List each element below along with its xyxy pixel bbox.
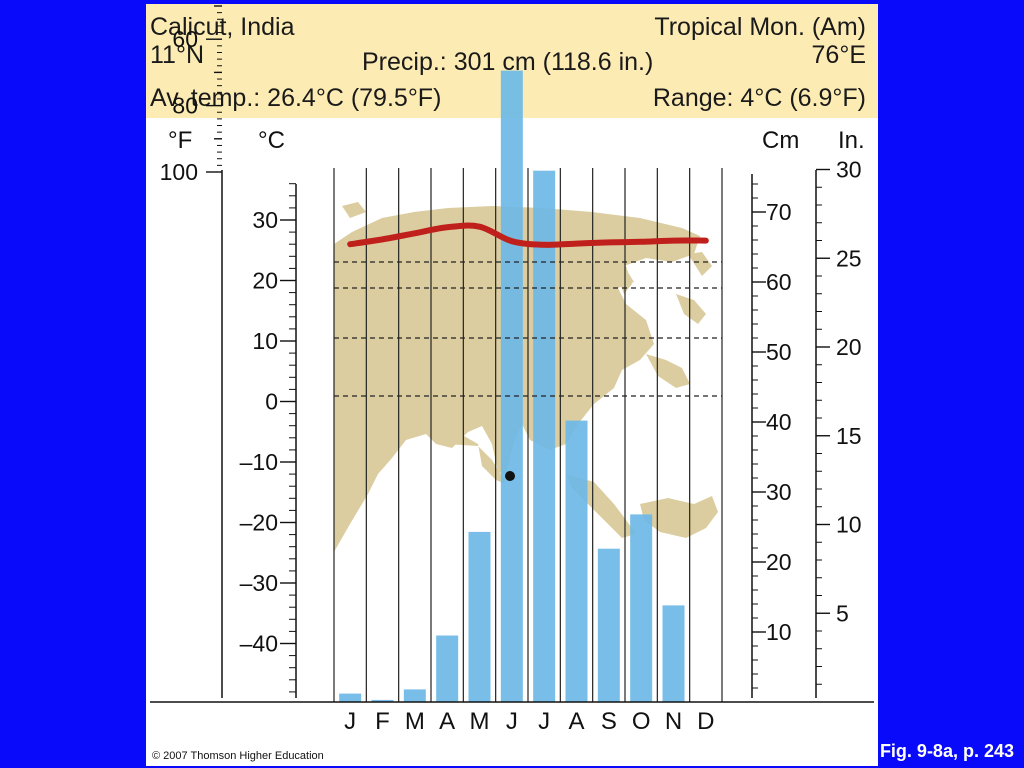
month-label-7: A (568, 708, 584, 735)
chart-axes (150, 5, 874, 703)
celsius-tick-label-0: 30 (252, 207, 278, 233)
fahrenheit-tick-label-2: 60 (172, 26, 198, 52)
climate-type-label: Tropical Mon. (Am) (654, 13, 866, 41)
inches-tick-label-3: 15 (836, 423, 862, 449)
month-label-8: S (601, 708, 617, 735)
celsius-unit-label: °C (258, 127, 285, 154)
celsius-tick-label-7: –40 (240, 631, 278, 657)
precip-bar-8 (597, 548, 620, 702)
precip-bar-4 (468, 531, 491, 702)
month-label-4: M (470, 708, 490, 735)
precip-bar-10 (662, 605, 685, 702)
precip-bar-3 (436, 635, 459, 702)
precip-bar-9 (630, 514, 653, 702)
precip-bar-1 (371, 699, 394, 702)
fahrenheit-tick-label-0: 100 (160, 159, 198, 185)
celsius-tick-label-2: 10 (252, 328, 278, 354)
inches-tick-label-2: 20 (836, 334, 862, 360)
celsius-tick-label-6: –30 (240, 570, 278, 596)
temperature-curve (347, 222, 709, 248)
station-name: Calicut, India (150, 13, 295, 41)
celsius-tick-label-1: 20 (252, 268, 278, 294)
copyright-notice: © 2007 Thomson Higher Education (152, 750, 324, 762)
asia-map-silhouette (334, 202, 718, 552)
axis-labels: JFMAMJJASOND°F100806040200–20–40°C302010… (160, 26, 865, 735)
cm-unit-label: Cm (762, 127, 799, 154)
precip-bar-6 (533, 170, 556, 702)
fahrenheit-unit-label: °F (168, 127, 192, 154)
precip-bars (339, 70, 685, 703)
climograph-panel: Calicut, India 11°N Tropical Mon. (Am) 7… (146, 4, 878, 766)
precip-bar-5 (500, 70, 523, 703)
celsius-tick-label-5: –20 (240, 510, 278, 536)
month-label-11: D (697, 708, 714, 735)
month-label-0: J (344, 708, 356, 735)
month-label-2: M (405, 708, 425, 735)
average-temp-label: Av. temp.: 26.4°C (79.5°F) (150, 84, 442, 112)
figure-caption: Fig. 9-8a, p. 243 (879, 741, 1014, 761)
station-info-header: Calicut, India 11°N Tropical Mon. (Am) 7… (146, 4, 878, 118)
station-location-dot (505, 471, 515, 481)
cm-tick-label-1: 60 (766, 269, 792, 295)
dashed-reference-lines (334, 261, 722, 397)
inches-tick-label-5: 5 (836, 600, 849, 626)
month-label-5: J (506, 708, 518, 735)
inches-tick-label-1: 25 (836, 245, 862, 271)
cm-tick-label-4: 30 (766, 479, 792, 505)
month-label-9: O (632, 708, 651, 735)
month-label-3: A (439, 708, 455, 735)
latitude-label: 11°N (150, 41, 205, 69)
month-label-10: N (665, 708, 682, 735)
celsius-tick-label-4: –10 (240, 449, 278, 475)
celsius-tick-label-3: 0 (265, 389, 278, 415)
precip-bar-0 (339, 693, 362, 702)
temp-range-label: Range: 4°C (6.9°F) (652, 84, 866, 112)
cm-tick-label-0: 70 (766, 199, 792, 225)
inches-tick-label-4: 10 (836, 512, 862, 538)
precip-total-label: Precip.: 301 cm (118.6 in.) (362, 48, 654, 76)
cm-tick-label-3: 40 (766, 409, 792, 435)
month-gridlines (333, 168, 723, 702)
temperature-line (347, 222, 709, 248)
precip-bar-2 (403, 689, 426, 702)
climograph-chart: JFMAMJJASOND°F100806040200–20–40°C302010… (150, 5, 874, 735)
fahrenheit-tick-label-1: 80 (172, 93, 198, 119)
month-label-1: F (375, 708, 390, 735)
cm-tick-label-2: 50 (766, 339, 792, 365)
cm-tick-label-6: 10 (766, 619, 792, 645)
longitude-label: 76°E (811, 41, 866, 69)
cm-tick-label-5: 20 (766, 549, 792, 575)
inches-tick-label-0: 30 (836, 157, 862, 183)
month-label-6: J (538, 708, 550, 735)
inches-unit-label: In. (838, 127, 865, 154)
precip-bar-7 (565, 420, 588, 702)
